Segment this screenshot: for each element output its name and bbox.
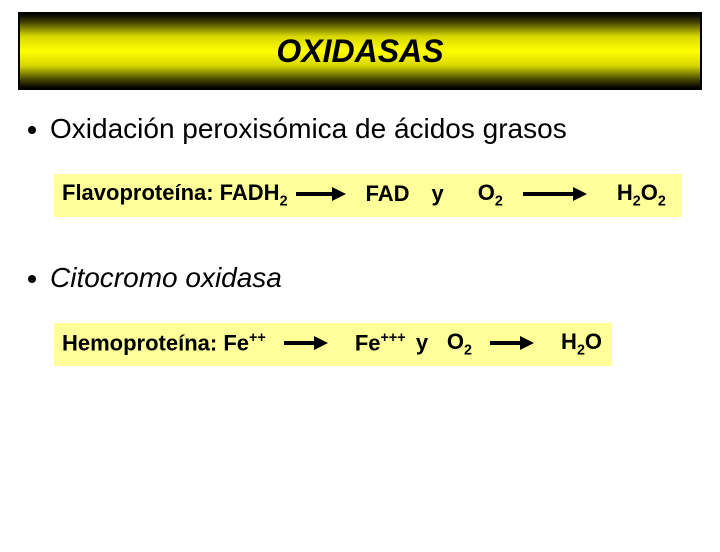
arrow-line [296, 192, 332, 196]
arrow-icon [284, 336, 328, 350]
arrow-icon [523, 187, 587, 201]
bullet-2: Citocromo oxidasa [28, 261, 692, 295]
r2-fe3: Fe+++ [355, 330, 406, 356]
bullet-icon [28, 275, 36, 283]
bullet-1-text: Oxidación peroxisómica de ácidos grasos [50, 112, 567, 146]
arrow-line [523, 192, 573, 196]
arrow-line [490, 341, 520, 345]
r1-prefix-sub: 2 [280, 193, 288, 209]
r1-prod-h: H [617, 180, 633, 205]
reaction-2: Hemoproteína: Fe++ Fe+++ y O2 H2O [54, 323, 612, 366]
r1-prod-o: O [641, 180, 658, 205]
r1-o2: O2 [478, 180, 503, 209]
r2-prod-o: O [585, 329, 602, 354]
r2-o2: O2 [447, 329, 472, 358]
r1-prod-s2: 2 [658, 193, 666, 209]
content-area: Oxidación peroxisómica de ácidos grasos … [0, 90, 720, 366]
r2-prefix-text: Hemoproteína: Fe [62, 330, 249, 355]
r2-prod-h: H [561, 329, 577, 354]
slide-title: OXIDASAS [276, 33, 443, 70]
arrow-line [284, 341, 314, 345]
r2-o2-pre: O [447, 329, 464, 354]
r1-prod-s1: 2 [633, 193, 641, 209]
r1-h2o2: H2O2 [617, 180, 666, 209]
r1-prefix: Flavoproteína: FADH2 [62, 180, 288, 209]
arrow-icon [490, 336, 534, 350]
r2-y: y [416, 330, 428, 356]
r2-fe3-pre: Fe [355, 330, 381, 355]
r1-y: y [432, 181, 444, 207]
title-banner: OXIDASAS [18, 12, 702, 90]
r2-fe3-sup: +++ [381, 330, 406, 346]
r2-prefix-sup: ++ [249, 330, 266, 346]
r2-h2o: H2O [561, 329, 602, 358]
arrow-head [314, 336, 328, 350]
r2-o2-sub: 2 [464, 342, 472, 358]
arrow-head [573, 187, 587, 201]
r2-prod-s: 2 [577, 342, 585, 358]
r1-o2-sub: 2 [495, 193, 503, 209]
reaction-1: Flavoproteína: FADH2 FAD y O2 H2O2 [54, 174, 682, 217]
bullet-1: Oxidación peroxisómica de ácidos grasos [28, 112, 692, 146]
r1-o2-pre: O [478, 180, 495, 205]
r1-prefix-text: Flavoproteína: FADH [62, 180, 280, 205]
arrow-head [332, 187, 346, 201]
arrow-head [520, 336, 534, 350]
bullet-2-text: Citocromo oxidasa [50, 261, 282, 295]
r2-prefix: Hemoproteína: Fe++ [62, 330, 266, 356]
r1-fad: FAD [366, 181, 410, 207]
arrow-icon [296, 187, 346, 201]
bullet-icon [28, 126, 36, 134]
